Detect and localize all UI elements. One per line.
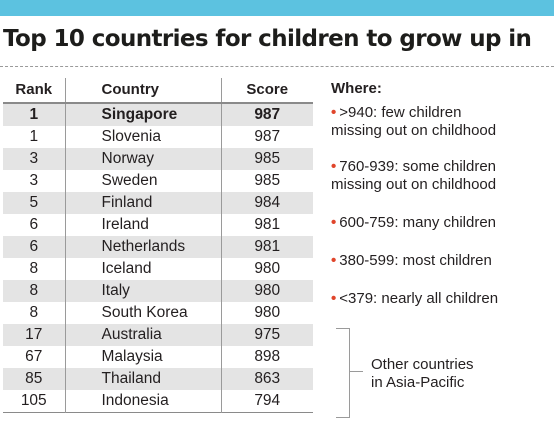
score-cell: 987 [220,103,313,126]
country-cell: Indonesia [64,390,221,413]
rank-cell: 5 [29,194,39,211]
rank-cell: 8 [29,282,39,299]
score-cell: 984 [220,192,313,214]
country-cell: Singapore [64,103,221,126]
table-row: 3 Norway 985 [3,148,313,170]
country-cell: Australia [64,324,221,346]
rank-cell: 6 [29,216,39,233]
group-note-line-1: Other countries [371,356,474,373]
table-row: 67 Malaysia 898 [3,346,313,368]
legend-item-line-1: • 600-759: many children [331,214,553,232]
legend-item-text: >940: few children [339,104,462,121]
group-bracket [336,328,350,418]
country-column-header: Country [64,78,221,103]
score-cell: 985 [220,170,313,192]
legend-item: • 760-939: some children missing out on ch… [331,158,553,194]
country-cell: Iceland [64,258,221,280]
legend-item-line-2: missing out on childhood [331,122,497,139]
table-row: 6 Netherlands 981 [3,236,313,258]
country-cell: Netherlands [64,236,221,258]
score-cell: 975 [220,324,313,346]
ranking-table: Rank Country Score 1 Singapore 987 1 Sloveni… [3,78,313,413]
rank-cell: 17 [25,326,43,343]
dashed-divider [0,66,554,67]
table-row: 1 Slovenia 987 [3,126,313,148]
legend-item-line-1: • >940: few children [331,104,553,122]
legend: Where: • >940: few children missing out on… [331,80,553,307]
rank-cell: 8 [29,304,39,321]
legend-item-text: <379: nearly all children [339,290,499,307]
score-cell: 980 [220,302,313,324]
country-cell: South Korea [64,302,221,324]
rank-cell: 85 [25,370,43,387]
table-row: 105 Indonesia 794 [3,390,313,413]
score-cell: 981 [220,214,313,236]
score-cell: 898 [220,346,313,368]
score-column-header: Score [220,78,313,103]
country-cell: Slovenia [64,126,221,148]
table-row: 6 Ireland 981 [3,214,313,236]
table-body: 1 Singapore 987 1 Slovenia 987 3 Norway 985 3 Swed… [3,103,313,413]
legend-item: • 380-599: most children [331,252,553,270]
rank-cell: 105 [20,392,47,409]
bullet-icon: • [331,104,337,121]
table-row: 17 Australia 975 [3,324,313,346]
bullet-icon: • [331,252,337,269]
score-cell: 980 [220,280,313,302]
table-header-row: Rank Country Score [3,78,313,103]
legend-item-text: 600-759: many children [339,214,497,231]
score-cell: 980 [220,258,313,280]
rank-cell: 3 [29,172,39,189]
legend-item-text: 380-599: most children [339,252,492,269]
rank-cell: 67 [25,348,43,365]
rank-cell: 6 [29,238,39,255]
table-row: 8 Italy 980 [3,280,313,302]
group-note: Other countries in Asia-Pacific [371,356,474,392]
country-cell: Malaysia [64,346,221,368]
table-row: 8 Iceland 980 [3,258,313,280]
chart-title: Top 10 countries for children to grow up… [3,26,532,52]
legend-item-line-1: • 760-939: some children [331,158,553,176]
legend-item-line-1: • 380-599: most children [331,252,553,270]
legend-item: • >940: few children missing out on childh… [331,104,553,140]
table-row: 85 Thailand 863 [3,368,313,390]
top-accent-bar [0,0,554,16]
legend-title: Where: [331,80,382,97]
country-cell: Norway [64,148,221,170]
country-cell: Italy [64,280,221,302]
bullet-icon: • [331,158,337,175]
group-bracket-tick [350,371,363,372]
bullet-icon: • [331,214,337,231]
legend-item-line-1: • <379: nearly all children [331,290,553,308]
score-cell: 863 [220,368,313,390]
legend-item: • <379: nearly all children [331,290,553,308]
bullet-icon: • [331,290,337,307]
legend-item-text: 760-939: some children [339,158,497,175]
score-cell: 981 [220,236,313,258]
table-row: 1 Singapore 987 [3,103,313,126]
rank-cell: 8 [29,260,39,277]
score-cell: 985 [220,148,313,170]
country-cell: Sweden [64,170,221,192]
rank-cell: 3 [29,150,39,167]
country-cell: Ireland [64,214,221,236]
group-note-line-2: in Asia-Pacific [371,374,465,391]
legend-item: • 600-759: many children [331,214,553,232]
rank-column-header: Rank [15,81,53,98]
table-row: 8 South Korea 980 [3,302,313,324]
rank-cell: 1 [29,128,39,145]
score-cell: 794 [220,390,313,413]
country-cell: Thailand [64,368,221,390]
table-row: 3 Sweden 985 [3,170,313,192]
rank-cell: 1 [29,106,39,123]
country-cell: Finland [64,192,221,214]
legend-item-line-2: missing out on childhood [331,176,497,193]
table-row: 5 Finland 984 [3,192,313,214]
score-cell: 987 [220,126,313,148]
